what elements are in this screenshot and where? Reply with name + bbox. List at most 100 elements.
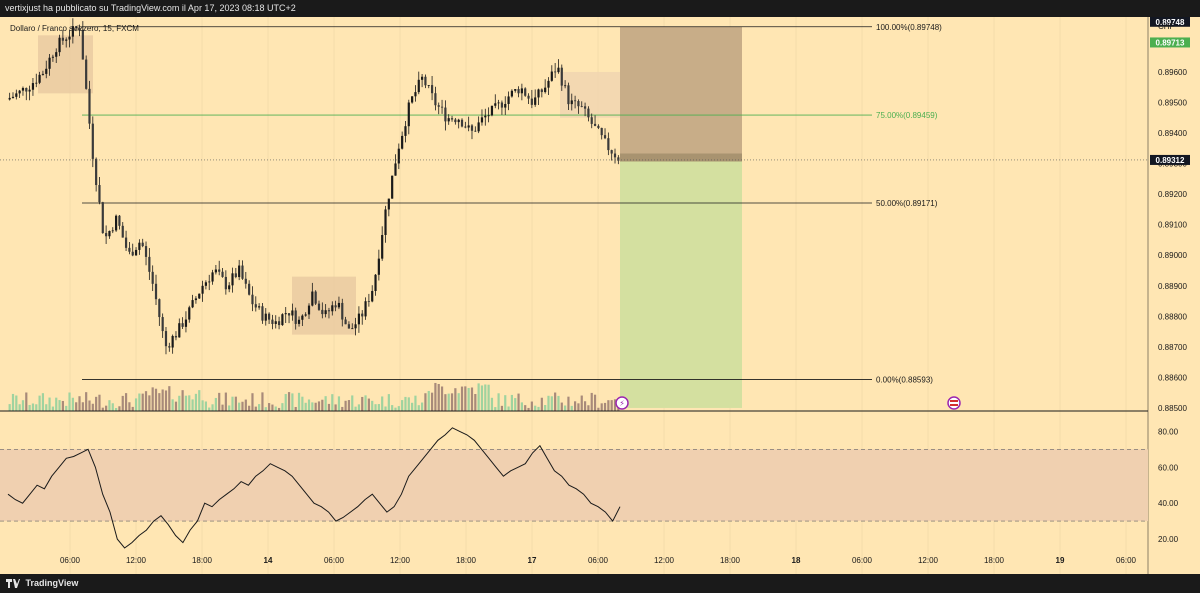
volume-bar <box>527 407 530 411</box>
lightning-icon[interactable]: ⚡ <box>615 396 629 410</box>
candle-body <box>341 302 344 320</box>
candle-body <box>71 26 74 37</box>
tradingview-logo-icon <box>6 579 20 589</box>
footer-bar: TradingView <box>0 574 1200 593</box>
volume-bar <box>537 406 540 411</box>
volume-bar <box>31 403 35 411</box>
volume-bar <box>434 382 437 411</box>
tradingview-logo[interactable]: TradingView <box>6 574 78 593</box>
volume-bar <box>510 394 514 411</box>
price-tick: 0.89400 <box>1158 129 1187 138</box>
candle-body <box>224 276 227 290</box>
volume-bar <box>307 399 311 411</box>
volume-bar <box>231 396 234 411</box>
candle-body <box>414 92 417 97</box>
candle-body <box>411 96 414 103</box>
candle-body <box>334 305 337 308</box>
rsi-axis: 80.00 60.00 40.00 20.00 <box>1158 427 1179 544</box>
fibonacci-retracement[interactable]: 100.00%(0.89748) 75.00%(0.89459) 50.00%(0.… <box>82 23 942 385</box>
candle-body <box>284 313 287 315</box>
volume-bar <box>18 404 21 411</box>
volume-bar <box>65 405 68 411</box>
volume-bar <box>583 401 587 411</box>
candle-body <box>304 314 307 316</box>
volume-bar <box>11 393 15 411</box>
candle-body <box>141 242 144 247</box>
candle-body <box>607 138 610 151</box>
candle-body <box>434 93 437 106</box>
volume-bar <box>154 388 158 411</box>
rsi-tick: 60.00 <box>1158 463 1179 472</box>
price-label: 0.89713 <box>1156 38 1185 47</box>
volume-bar <box>550 396 553 411</box>
volume-bar <box>590 392 593 411</box>
candle-body <box>105 233 108 237</box>
volume-bar <box>55 397 58 411</box>
volume-bar <box>317 401 321 411</box>
candle-body <box>530 98 533 105</box>
volume-bar <box>58 400 61 411</box>
volume-bar <box>198 390 201 411</box>
volume-bar <box>78 396 81 411</box>
candle-body <box>430 85 434 94</box>
take-profit-zone[interactable] <box>620 159 742 408</box>
volume-bar <box>131 406 134 411</box>
volume-bar <box>85 392 88 411</box>
volume-bar <box>337 396 341 411</box>
candle-body <box>597 125 600 128</box>
time-tick: 06:00 <box>60 556 81 565</box>
price-tick: 0.89200 <box>1158 190 1187 199</box>
volume-bar <box>417 405 420 411</box>
volume-bar <box>384 406 387 411</box>
volume-bar <box>464 386 467 411</box>
volume-bar <box>524 405 527 411</box>
candle-body <box>593 123 597 126</box>
candle-body <box>490 105 494 116</box>
candle-body <box>317 303 321 310</box>
rsi-line <box>7 427 621 549</box>
volume-bar <box>184 395 188 411</box>
volume-bar <box>554 392 557 411</box>
svg-text:⚡: ⚡ <box>619 399 625 408</box>
price-tick: 0.89600 <box>1158 68 1187 77</box>
volume-bar <box>321 399 324 411</box>
candle-body <box>95 158 98 186</box>
candle-body <box>307 305 311 315</box>
price-axis[interactable]: 0.898000.897000.896000.895000.894000.893… <box>1158 17 1187 413</box>
chart-canvas[interactable]: 100.00%(0.89748) 75.00%(0.89459) 50.00%(0.… <box>0 17 1200 574</box>
volume-bar <box>248 405 251 411</box>
candle-body <box>337 302 341 308</box>
candle-body <box>590 117 593 124</box>
candle-body <box>477 122 480 132</box>
candle-body <box>181 323 184 327</box>
volume-bar <box>108 400 111 411</box>
candle-body <box>151 271 154 284</box>
candle-body <box>144 246 148 257</box>
time-tick: 12:00 <box>918 556 939 565</box>
volume-bar <box>470 387 474 411</box>
candle-body <box>587 108 590 118</box>
time-tick: 18:00 <box>456 556 477 565</box>
price-tick: 0.88700 <box>1158 343 1187 352</box>
candle-body <box>517 89 520 94</box>
entry-band <box>620 153 742 162</box>
candle-body <box>111 230 114 232</box>
volume-bar <box>244 399 247 411</box>
volume-bar <box>271 404 274 411</box>
volume-bar <box>105 405 108 411</box>
stop-loss-zone[interactable] <box>620 26 742 160</box>
price-tick: 0.89100 <box>1158 221 1187 230</box>
volume-bar <box>38 395 41 411</box>
volume-bar <box>171 399 174 411</box>
time-axis[interactable]: 06:00 12:00 18:00 14 06:00 12:00 18:00 17 06:00 1… <box>60 556 1137 565</box>
us-flag-icon[interactable] <box>947 396 961 410</box>
volume-bar <box>480 385 484 411</box>
candle-body <box>234 273 237 278</box>
candle-body <box>424 76 427 86</box>
volume-bar <box>391 405 394 411</box>
price-label-bg <box>1150 17 1190 27</box>
volume-bar <box>517 393 520 411</box>
volume-bar <box>21 400 25 411</box>
volume-bar <box>218 392 221 411</box>
price-label: 0.89748 <box>1156 18 1185 27</box>
